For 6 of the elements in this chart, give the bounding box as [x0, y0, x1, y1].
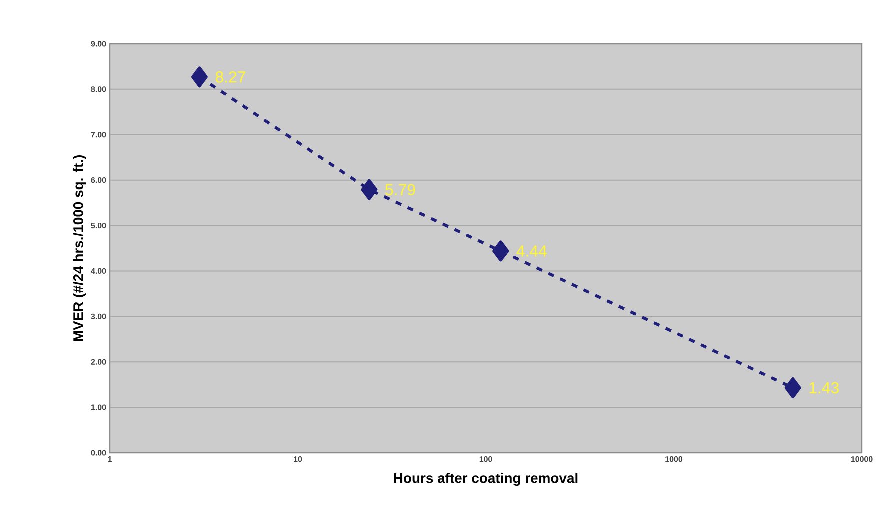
data-label: 8.27 — [216, 72, 246, 83]
data-label: 1.43 — [810, 382, 839, 394]
data-label: 4.44 — [516, 246, 547, 257]
data-label: 5.79 — [386, 184, 416, 196]
y-axis-title: MVER (#/24 hrs./1000 sq. ft.) — [73, 156, 86, 342]
x-axis-title: Hours after coating removal — [394, 472, 578, 486]
